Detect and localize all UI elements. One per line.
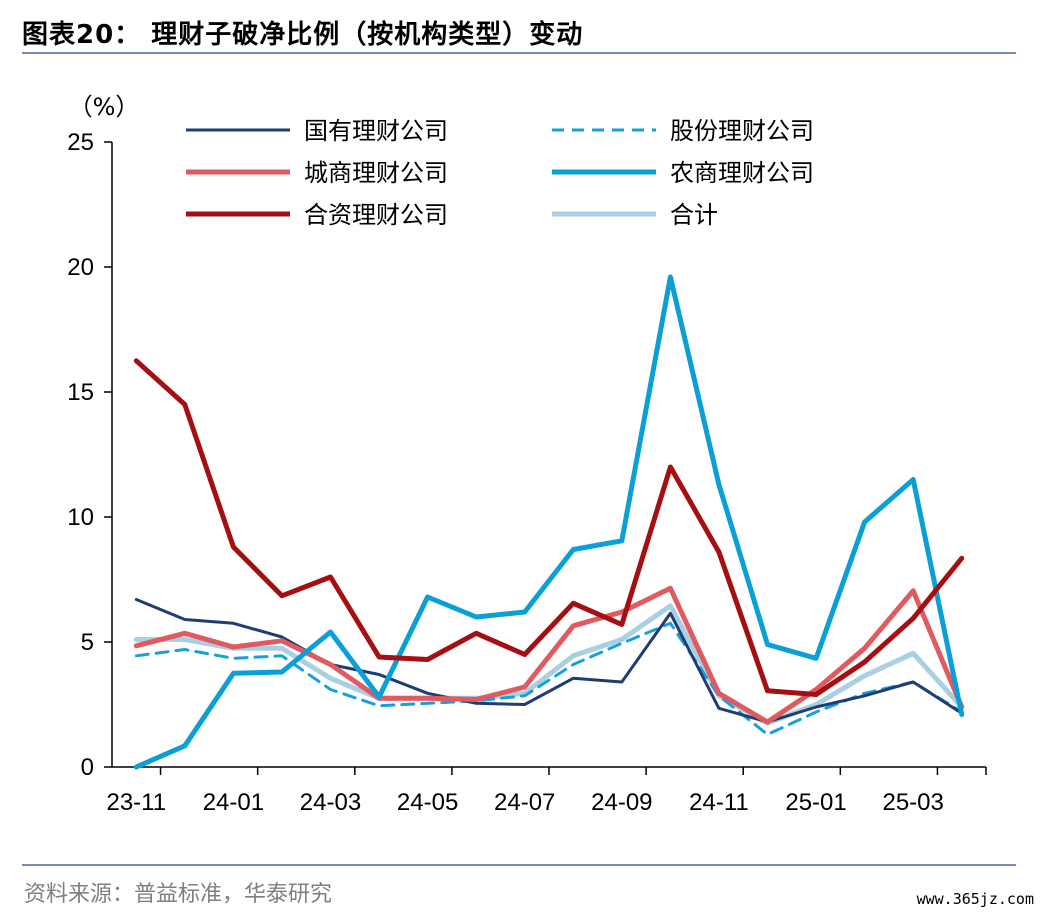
x-tick-label: 24-07 <box>494 789 555 816</box>
title-divider <box>22 52 1016 54</box>
series-line <box>133 603 965 726</box>
legend-label: 国有理财公司 <box>304 117 448 145</box>
y-axis-unit-label: （%） <box>69 93 140 121</box>
y-tick-label: 5 <box>81 629 94 656</box>
series-line <box>134 621 964 736</box>
x-tick-label: 25-03 <box>882 789 943 816</box>
x-tick-label: 24-01 <box>203 789 264 816</box>
x-tick-label: 24-05 <box>397 789 458 816</box>
series-line <box>133 274 965 770</box>
tick-labels: 0 5 10 15 20 25 （%） 23-11 24-01 24-03 24-05 24-07 24… <box>67 93 944 816</box>
x-tick-label: 24-03 <box>300 789 361 816</box>
y-tick-label: 0 <box>81 754 94 781</box>
x-tick-label: 24-09 <box>591 789 652 816</box>
series-line <box>133 358 965 697</box>
legend-label: 合资理财公司 <box>304 201 448 229</box>
legend-label: 合计 <box>670 201 718 229</box>
series-line <box>134 598 964 724</box>
y-tick-label: 15 <box>67 379 94 406</box>
watermark: www.365jz.com <box>916 890 1034 908</box>
source-note: 资料来源：普益标准，华泰研究 <box>24 882 333 907</box>
x-tick-label: 25-01 <box>785 789 846 816</box>
legend-label: 城商理财公司 <box>304 159 448 187</box>
legend-label: 农商理财公司 <box>670 159 814 187</box>
series-line <box>133 585 965 725</box>
y-tick-label: 10 <box>67 504 94 531</box>
axes <box>104 141 987 775</box>
x-tick-label: 24-11 <box>689 789 749 816</box>
y-tick-label: 25 <box>67 129 94 156</box>
series-lines <box>133 274 965 770</box>
legend-label: 股份理财公司 <box>670 117 814 145</box>
y-tick-label: 20 <box>67 254 94 281</box>
footer-divider <box>22 864 1016 866</box>
chart-title: 图表20： 理财子破净比例（按机构类型）变动 <box>22 20 584 50</box>
x-tick-label: 23-11 <box>106 789 166 816</box>
